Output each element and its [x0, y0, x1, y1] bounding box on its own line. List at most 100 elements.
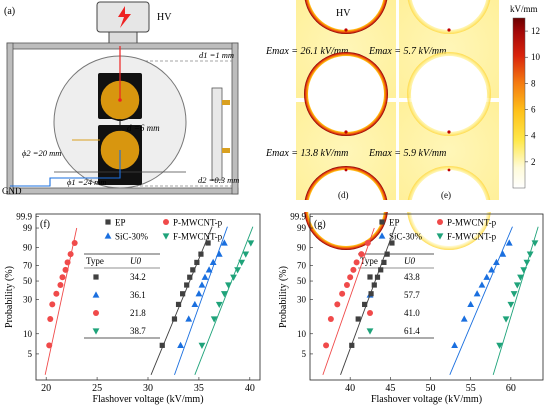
- legend-marker: [105, 219, 111, 225]
- y-tick-label: 99.9: [290, 212, 306, 222]
- y-axis-label: Probability (%): [278, 266, 289, 328]
- hv-map-label: HV: [336, 8, 351, 19]
- hotspot-top: [344, 28, 348, 32]
- data-point: [225, 282, 232, 289]
- x-tick-label: 45: [385, 383, 395, 394]
- data-point: [451, 341, 459, 348]
- data-point: [502, 316, 510, 323]
- fit-line: [174, 226, 228, 375]
- data-point: [64, 259, 71, 266]
- y-tick-label: 90: [23, 242, 33, 252]
- emax-label: Emax = 5.9 kV/mm: [368, 148, 446, 159]
- table-header-type: Type: [360, 256, 378, 266]
- schematic-panel-a: (a) HV d1 =1 mm d2 =0.3 mm d: [2, 1, 239, 196]
- legend-label: F-MWCNT-p: [173, 232, 223, 242]
- legend-label: P-MWCNT-p: [173, 218, 223, 228]
- x-axis-label: Flashover voltage (kV/mm): [92, 394, 203, 405]
- y-tick-label: 50: [23, 276, 33, 286]
- upper-electrode-region: [411, 56, 487, 132]
- gap-arrow-up: [117, 119, 123, 121]
- hotspot-bottom: [447, 168, 451, 172]
- y-tick-label: 30: [297, 295, 307, 305]
- data-point: [209, 258, 217, 266]
- data-point: [355, 316, 361, 322]
- legend-label: SiC-30%: [389, 232, 423, 242]
- legend-marker: [437, 219, 443, 225]
- data-point: [478, 281, 486, 288]
- data-point: [339, 290, 346, 297]
- legend-label: EP: [389, 218, 400, 228]
- table-row-marker: [367, 310, 373, 316]
- data-point: [378, 267, 384, 273]
- x-tick-label: 20: [41, 383, 51, 394]
- colorbar-tick-label: 8: [531, 78, 536, 88]
- y-tick-label: 99: [297, 223, 307, 233]
- upper-electrode-region: [308, 56, 384, 132]
- upper-electrode-region: [411, 0, 487, 30]
- field-map-clip: [399, 200, 499, 212]
- hotspot-bottom: [344, 168, 348, 172]
- data-point: [513, 282, 521, 289]
- data-point: [190, 267, 196, 273]
- legend-label: F-MWCNT-p: [447, 232, 497, 242]
- y-tick-label: 90: [297, 242, 307, 252]
- data-point: [334, 301, 341, 308]
- data-point: [520, 267, 528, 274]
- data-point: [47, 316, 54, 323]
- frame-top-bar: [6, 42, 239, 50]
- x-tick-label: 35: [194, 383, 204, 394]
- field-maps: HVGNDEmax = 26.1 kV/mm(b)Emax = 5.7 kV/m…: [265, 0, 499, 250]
- data-point: [371, 282, 377, 288]
- table-header-type: Type: [86, 256, 104, 266]
- legend-marker: [436, 233, 444, 240]
- data-point: [523, 259, 531, 267]
- table-row-marker: [367, 274, 373, 280]
- data-point: [460, 315, 468, 322]
- table-row-marker: [93, 274, 99, 280]
- data-point: [488, 266, 495, 273]
- chart-panel-label: (f): [40, 219, 50, 230]
- data-point: [171, 316, 178, 322]
- y-tick-label: 10: [23, 329, 33, 339]
- data-point: [71, 239, 78, 246]
- data-point: [234, 267, 241, 274]
- y-tick-label: 10: [297, 329, 307, 339]
- data-point: [59, 274, 66, 281]
- data-point: [364, 239, 371, 246]
- plot-frame: [309, 213, 544, 381]
- table-row-value: 34.2: [130, 272, 146, 282]
- gnd-label: GND: [2, 186, 22, 196]
- data-point: [201, 273, 209, 280]
- emax-label: Emax = 13.8 kV/mm: [265, 148, 348, 159]
- data-point: [198, 281, 206, 288]
- d1-label: d1 =1 mm: [199, 50, 234, 60]
- y-tick-label: 5: [302, 349, 307, 359]
- field-map-panel-label: (d): [338, 190, 349, 200]
- side-plate: [211, 87, 223, 181]
- frame-right-post: [231, 42, 239, 195]
- table-row-marker: [92, 291, 100, 298]
- data-point: [67, 251, 74, 258]
- data-point: [230, 274, 237, 281]
- hotspot-top: [344, 130, 348, 134]
- table-row-value: 38.7: [130, 326, 146, 336]
- data-point: [381, 259, 387, 266]
- data-point: [343, 282, 350, 289]
- data-point: [194, 259, 200, 266]
- data-point: [347, 274, 354, 281]
- phi2-label: ϕ2 =20 mm: [22, 148, 61, 158]
- colorbar-unit: kV/mm: [510, 4, 538, 14]
- data-point: [505, 239, 513, 246]
- data-point: [215, 250, 223, 257]
- data-point: [49, 301, 56, 308]
- data-point: [57, 282, 64, 289]
- x-tick-label: 40: [345, 383, 355, 394]
- data-point: [46, 342, 53, 349]
- data-point: [496, 342, 504, 349]
- data-point: [159, 342, 165, 348]
- fit-line: [322, 227, 375, 375]
- data-point: [238, 259, 246, 267]
- data-point: [327, 316, 334, 323]
